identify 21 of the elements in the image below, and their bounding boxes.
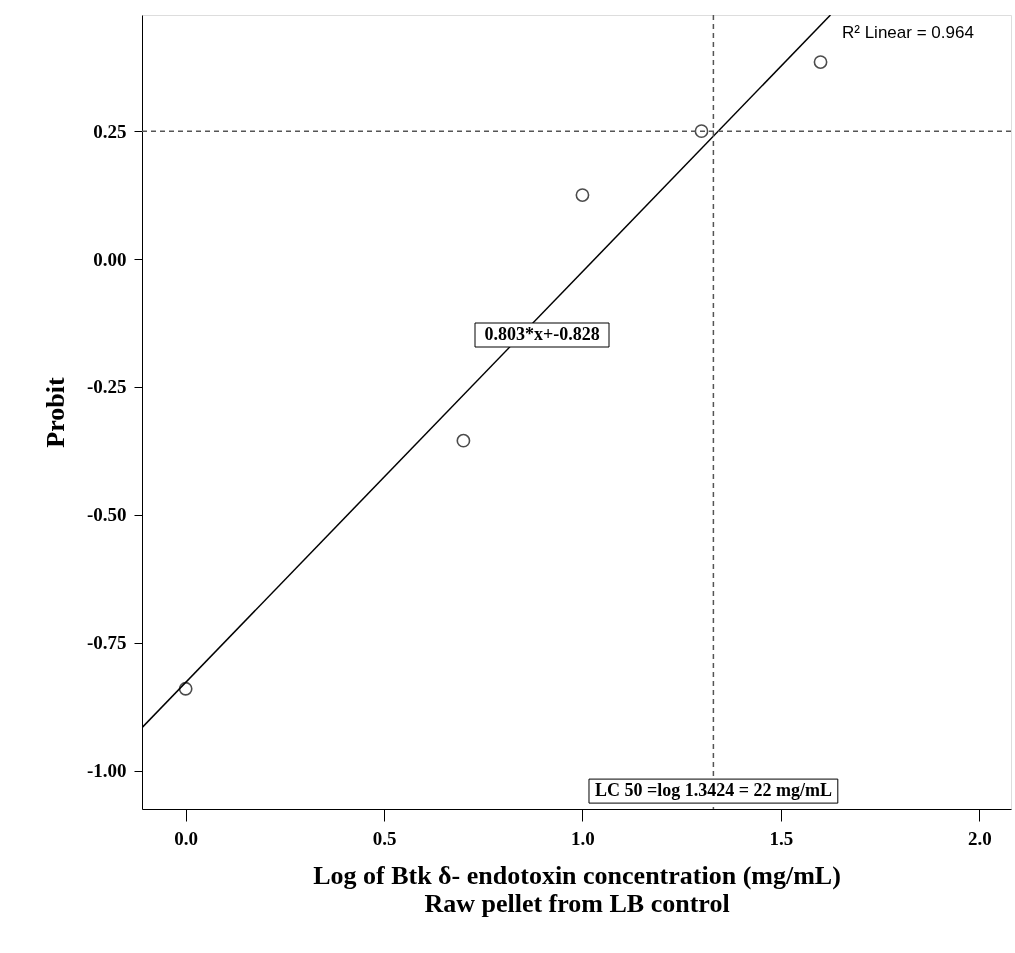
- x-axis-title: Log of Btk δ- endotoxin concentration (mg/mL) Raw pellet from LB control: [313, 860, 841, 918]
- point: [575, 188, 590, 202]
- x-tick-label: 1.5: [769, 827, 794, 849]
- y-tick-label: -0.50: [86, 504, 127, 526]
- x-tick-label: 2.0: [967, 827, 992, 849]
- y-tick-label: -1.00: [86, 760, 127, 782]
- point: [456, 433, 471, 448]
- point: [813, 55, 828, 69]
- y-tick-label: -0.25: [86, 376, 127, 398]
- annotation: LC 50 =log 1.3424 = 22 mg/mL: [594, 780, 832, 801]
- x-tick-label: 0.0: [174, 827, 199, 849]
- x-tick-label: 0.5: [372, 827, 397, 849]
- annotation: R² Linear = 0.964: [842, 23, 974, 42]
- y-tick-label: -0.75: [86, 632, 127, 654]
- y-axis-title: Probit: [40, 377, 70, 448]
- y-tick-label: 0.00: [93, 248, 127, 270]
- y-tick-label: 0.25: [93, 120, 127, 142]
- point: [178, 681, 193, 696]
- point: [694, 124, 709, 139]
- x-tick-label: 1.0: [571, 827, 595, 849]
- annotation: 0.803*x+-0.828: [484, 324, 600, 344]
